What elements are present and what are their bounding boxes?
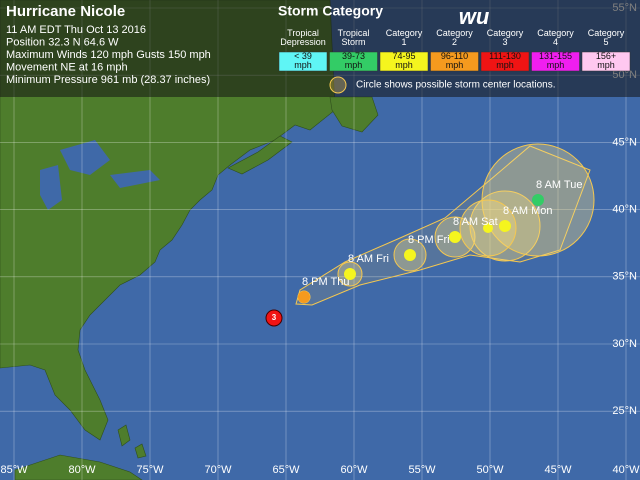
lon-label: 50°W <box>476 464 504 476</box>
note-circle <box>329 76 347 94</box>
lon-label: 85°W <box>0 464 28 476</box>
forecast-label: 8 AM Mon <box>503 205 553 217</box>
lat-label: 30°N <box>612 338 637 350</box>
forecast-label: 8 PM Fri <box>408 234 450 246</box>
lakes <box>40 140 160 210</box>
category-swatch <box>278 51 328 72</box>
category-name: Category 4 <box>537 28 574 47</box>
category-name: Category 2 <box>436 28 473 47</box>
category-swatch <box>531 51 580 72</box>
category-range: 74-95 mph <box>392 51 415 70</box>
lon-label: 75°W <box>136 464 164 476</box>
forecast-point <box>298 291 310 303</box>
logo: wu <box>459 4 490 29</box>
lon-label: 60°W <box>340 464 368 476</box>
category-name: Tropical Depression <box>280 28 326 47</box>
forecast-point <box>449 231 461 243</box>
category-name: Category 3 <box>487 28 524 47</box>
info-line: Position 32.3 N 64.6 W <box>6 36 119 48</box>
forecast-point <box>532 194 544 206</box>
category-swatch <box>379 51 429 72</box>
info-line: Movement NE at 16 mph <box>6 61 128 73</box>
category-swatch <box>480 51 530 72</box>
forecast-label: 8 AM Fri <box>348 253 389 265</box>
info-line: 11 AM EDT Thu Oct 13 2016 <box>6 24 146 36</box>
category-swatch <box>329 51 378 72</box>
category-swatch <box>581 51 631 72</box>
lat-label: 35°N <box>612 271 637 283</box>
legend: Tropical Depression < 39 mph Tropical Storm 39… <box>278 28 631 72</box>
lon-label: 45°W <box>544 464 572 476</box>
lon-label: 40°W <box>612 464 640 476</box>
lon-label: 55°W <box>408 464 436 476</box>
category-range: 111-130 mph <box>489 51 521 70</box>
category-range: 156+ mph <box>596 51 616 70</box>
header-panel <box>0 0 640 97</box>
forecast-point <box>344 268 356 280</box>
storm-title: Hurricane Nicole <box>6 3 125 20</box>
land <box>0 0 379 480</box>
forecast-point <box>483 223 493 233</box>
category-range: < 39 mph <box>294 51 312 70</box>
current-category: 3 <box>272 313 277 322</box>
category-range: 131-155 mph <box>539 51 572 70</box>
legend-title: Storm Category <box>278 3 383 19</box>
info-line: Minimum Pressure 961 mb (28.37 inches) <box>6 74 210 86</box>
lon-label: 80°W <box>68 464 96 476</box>
forecast-label: 8 PM Thu <box>302 276 350 288</box>
forecast-point <box>499 220 511 232</box>
category-range: 96-110 mph <box>441 51 468 70</box>
category-range: 39-73 mph <box>342 51 365 70</box>
forecast-label: 8 AM Tue <box>536 179 582 191</box>
lat-label: 25°N <box>612 405 637 417</box>
lat-label: 40°N <box>612 204 637 216</box>
category-swatch <box>430 51 479 72</box>
lon-label: 65°W <box>272 464 300 476</box>
cone <box>295 145 591 306</box>
lon-label: 70°W <box>204 464 232 476</box>
lat-label: 45°N <box>612 136 637 148</box>
info-line: Maximum Winds 120 mph Gusts 150 mph <box>6 49 211 61</box>
category-name: Category 1 <box>386 28 423 47</box>
current-position <box>265 309 283 327</box>
forecast-label: 8 AM Sat <box>453 216 498 228</box>
category-name: Category 5 <box>588 28 625 47</box>
forecast-point <box>404 249 416 261</box>
category-name: Tropical Storm <box>338 28 370 47</box>
legend-note: Circle shows possible storm center locat… <box>356 80 556 91</box>
